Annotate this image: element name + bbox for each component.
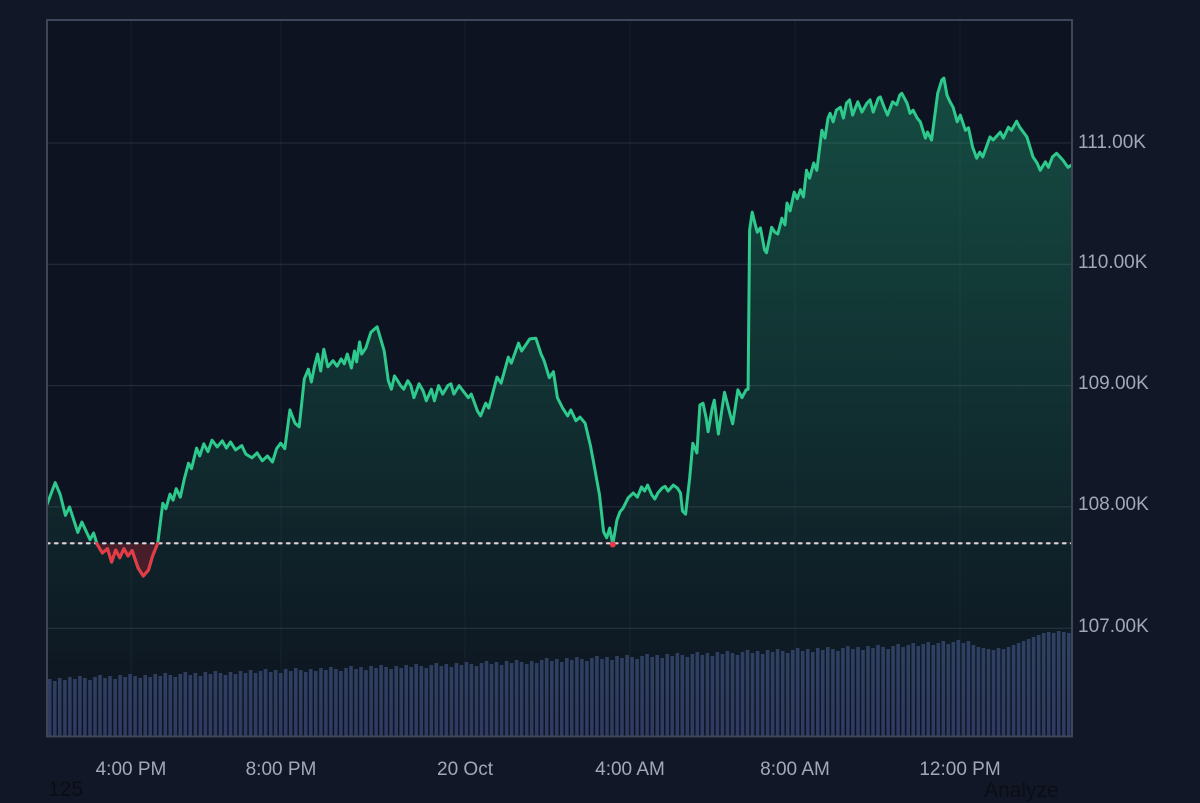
price-chart[interactable] (46, 19, 1073, 738)
y-axis-label: 108.00K (1078, 494, 1149, 515)
y-axis-label: 107.00K (1078, 616, 1149, 637)
analyze-button[interactable]: Analyze (984, 779, 1059, 802)
y-axis-label: 110.00K (1078, 252, 1148, 273)
x-axis-label: 8:00 PM (245, 759, 317, 780)
bottom-left-text: 125 (48, 778, 84, 801)
y-axis-label: 111.00K (1078, 132, 1146, 153)
x-axis-label: 8:00 AM (760, 759, 830, 780)
x-axis-label: 20 Oct (437, 759, 493, 780)
x-axis-label: 12:00 PM (919, 759, 1001, 780)
x-axis-label: 4:00 PM (95, 759, 167, 780)
x-axis-label: 4:00 AM (595, 759, 665, 780)
y-axis-label: 109.00K (1078, 373, 1149, 394)
